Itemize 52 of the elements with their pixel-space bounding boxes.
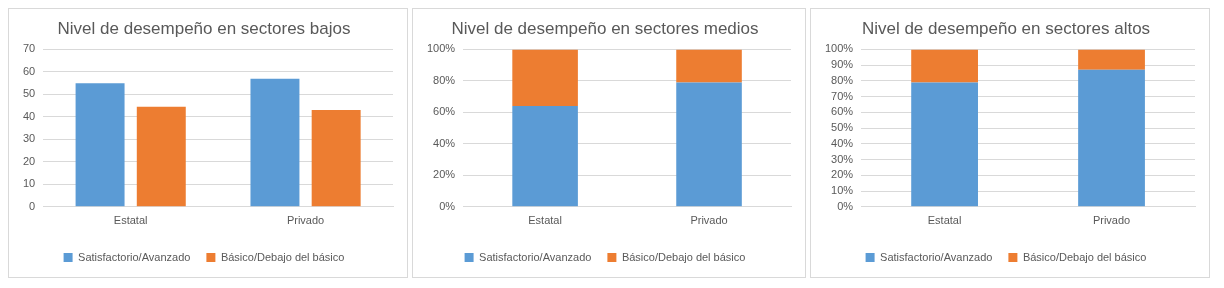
legend-label: Básico/Debajo del básico (1022, 250, 1147, 263)
chart-title: Nivel de desempeño en sectores medios (451, 18, 759, 38)
legend-label: Satisfactorio/Avanzado (479, 250, 592, 263)
bar (250, 78, 300, 207)
y-tick-label: 90% (831, 58, 854, 71)
legend-label: Satisfactorio/Avanzado (78, 250, 191, 263)
y-tick-label: 0 (29, 199, 36, 212)
y-tick-label: 60% (831, 105, 854, 118)
legend-label: Básico/Debajo del básico (621, 250, 746, 263)
y-tick-label: 70% (831, 89, 854, 102)
bar (136, 106, 186, 207)
legend-label: Básico/Debajo del básico (220, 250, 345, 263)
bar (75, 83, 125, 207)
x-tick-label: Estatal (113, 214, 148, 227)
y-tick-label: 30 (22, 132, 36, 145)
y-tick-label: 40% (433, 136, 456, 149)
y-tick-label: 30% (831, 152, 854, 165)
x-tick-label: Estatal (927, 214, 962, 227)
bar (512, 49, 578, 107)
x-tick-label: Privado (1092, 214, 1131, 227)
x-tick-label: Estatal (528, 214, 562, 227)
y-tick-label: 40 (22, 109, 36, 122)
y-tick-label: 10 (22, 177, 36, 190)
bar (676, 82, 742, 207)
y-tick-label: 10% (831, 184, 854, 197)
bar (1078, 69, 1145, 207)
bar (311, 110, 361, 207)
y-tick-label: 0% (439, 199, 456, 212)
x-tick-label: Privado (690, 214, 728, 227)
y-tick-label: 40% (831, 136, 854, 149)
bar (911, 82, 978, 207)
y-tick-label: 60 (22, 64, 36, 77)
y-tick-label: 80% (831, 73, 854, 86)
y-tick-label: 50 (22, 87, 36, 100)
y-tick-label: 100% (426, 42, 456, 55)
bar (1078, 49, 1145, 70)
x-tick-label: Privado (286, 214, 325, 227)
chart-title: Nivel de desempeño en sectores altos (861, 18, 1151, 38)
chart-title: Nivel de desempeño en sectores bajos (57, 18, 351, 38)
y-tick-label: 70 (22, 42, 36, 55)
legend-label: Satisfactorio/Avanzado (880, 250, 993, 263)
y-tick-label: 60% (433, 105, 456, 118)
y-tick-label: 20% (831, 168, 854, 181)
bar (676, 49, 742, 83)
y-tick-label: 80% (433, 73, 456, 86)
y-tick-label: 50% (831, 121, 854, 134)
y-tick-label: 100% (824, 42, 854, 55)
bar (512, 106, 578, 207)
bar (911, 49, 978, 83)
y-tick-label: 20% (433, 168, 456, 181)
y-tick-label: 0% (837, 199, 854, 212)
y-tick-label: 20 (22, 154, 36, 167)
